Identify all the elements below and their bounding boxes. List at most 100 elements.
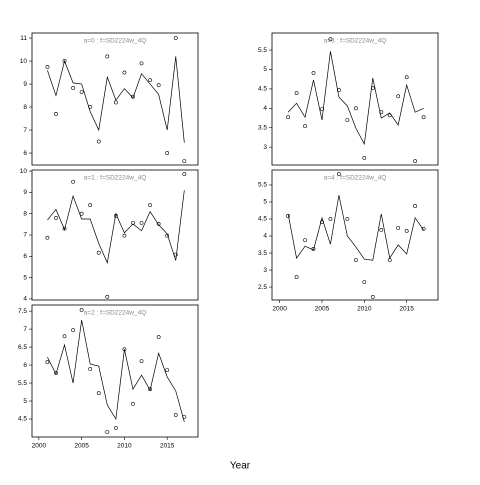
panel-title: a=4 : f=SD2224w_4Q (324, 175, 387, 182)
point (294, 275, 299, 280)
y-tick-label: 7.5 (18, 308, 27, 315)
point (88, 367, 93, 371)
point (421, 115, 426, 120)
y-tick-label: 5 (263, 66, 267, 73)
y-tick-label: 9 (23, 189, 27, 196)
panel-title: a=2 : f=SD2224w_4Q (84, 310, 147, 317)
x-tick-label: 2005 (74, 443, 89, 450)
point (345, 217, 350, 221)
panel: a=0 : f=SD2224w_4Q 6 7 8 9 10 11 (20, 32, 199, 166)
point (404, 229, 409, 233)
y-tick-label: 3 (263, 144, 267, 151)
x-tick-label: 2010 (357, 306, 372, 313)
y-tick-label: 6.5 (18, 344, 27, 351)
y-tick-label: 3.5 (258, 250, 267, 257)
y-tick-label: 8 (23, 104, 27, 111)
point (122, 70, 127, 75)
point (370, 295, 375, 299)
y-tick-label: 3.5 (258, 124, 267, 131)
point (404, 75, 409, 80)
point (62, 59, 67, 63)
point (303, 124, 307, 129)
x-tick-label: 2015 (399, 306, 414, 313)
point (139, 359, 144, 364)
point (337, 172, 341, 176)
y-tick-label: 10 (20, 58, 28, 65)
y-tick-label: 4 (263, 105, 267, 112)
point (96, 391, 101, 396)
panel-frame (271, 32, 439, 166)
point (413, 204, 418, 208)
point (139, 220, 144, 225)
point (165, 368, 170, 373)
point (345, 118, 350, 122)
x-tick-label: 2000 (32, 443, 47, 450)
point (54, 216, 58, 220)
point (113, 100, 118, 105)
point (122, 233, 127, 238)
point (173, 413, 178, 417)
point (71, 179, 75, 184)
point (396, 225, 401, 230)
y-tick-label: 10 (20, 168, 28, 175)
y-tick-label: 3 (263, 267, 267, 274)
point (113, 426, 118, 430)
point (71, 328, 75, 333)
y-tick-label: 4 (263, 233, 267, 240)
y-tick-label: 9 (23, 81, 27, 88)
x-axis-label: Year (230, 461, 251, 472)
point (379, 227, 384, 232)
point (45, 65, 50, 69)
y-tick-label: 5.5 (258, 47, 267, 54)
point (105, 430, 110, 434)
point (353, 258, 358, 263)
point (156, 222, 161, 226)
panel-frame (31, 304, 199, 438)
point (45, 360, 50, 365)
y-tick-label: 2.5 (258, 284, 267, 291)
x-tick-label: 2015 (160, 443, 175, 450)
y-tick-label: 6 (23, 150, 27, 157)
point (396, 94, 401, 99)
y-tick-label: 4.5 (258, 216, 267, 223)
panel-frame (271, 169, 439, 301)
y-tick-label: 4.5 (258, 86, 267, 93)
point (96, 250, 101, 255)
point (362, 156, 367, 160)
point (173, 36, 178, 40)
point (165, 151, 170, 155)
panel: a=4 : f=SD2224w_4Q 2.5 3 3.5 4 4.5 5 5.5 2000 200… (258, 169, 439, 313)
line (287, 51, 424, 146)
point (54, 112, 58, 116)
y-tick-label: 5 (263, 199, 267, 206)
point (156, 83, 161, 88)
point (413, 159, 418, 164)
point (328, 217, 333, 221)
point (353, 106, 358, 111)
y-tick-label: 7 (23, 326, 27, 333)
point (62, 334, 67, 339)
y-tick-label: 7 (23, 127, 27, 134)
point (96, 139, 101, 144)
point (79, 308, 84, 312)
point (421, 226, 426, 231)
point (294, 91, 299, 96)
line (287, 195, 424, 261)
y-tick-label: 5.5 (258, 182, 267, 189)
point (182, 159, 187, 163)
point (88, 203, 93, 208)
y-tick-label: 5.5 (18, 380, 27, 387)
point (156, 335, 161, 339)
panel: a=2 : f=SD2224w_4Q 4.5 5 5.5 6 6.5 7 7.5 2000 200… (18, 304, 199, 450)
y-tick-label: 4 (23, 296, 27, 303)
y-tick-label: 5 (23, 398, 27, 405)
point (379, 110, 384, 115)
panel-frame (31, 32, 199, 166)
x-tick-label: 2005 (315, 306, 330, 313)
point (148, 78, 152, 83)
point (131, 220, 135, 225)
point (286, 115, 290, 120)
point (182, 172, 187, 176)
